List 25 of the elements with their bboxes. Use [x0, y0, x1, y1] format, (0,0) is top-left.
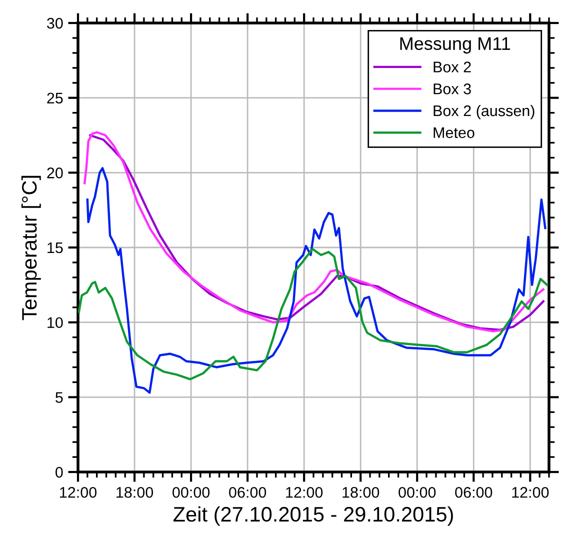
y-tick-label: 0 — [56, 466, 63, 478]
x-tick-label: 06:00 — [229, 486, 266, 498]
y-tick-label: 15 — [48, 242, 63, 254]
legend-label: Box 2 (aussen) — [434, 104, 534, 120]
y-tick-label: 10 — [48, 317, 63, 328]
y-tick-label: 5 — [56, 392, 63, 403]
x-tick-label: 12:00 — [512, 486, 549, 498]
x-tick-label: 00:00 — [172, 486, 210, 498]
y-tick-label: 20 — [47, 168, 63, 178]
legend-label: Box 3 — [434, 84, 471, 94]
y-axis-title: Temperatur [°C] — [21, 176, 41, 320]
legend-label: Meteo — [434, 127, 474, 138]
line-series — [78, 248, 548, 380]
y-tick-label: 30 — [47, 18, 63, 29]
legend-title: Messung M11 — [400, 37, 510, 54]
legend-label: Box 2 — [434, 62, 471, 72]
x-tick-label: 12:00 — [60, 486, 97, 498]
x-tick-label: 12:00 — [286, 486, 323, 498]
x-tick-label: 18:00 — [116, 486, 154, 498]
line-series — [86, 167, 546, 394]
y-tick-label: 25 — [47, 92, 63, 104]
x-tick-label: 18:00 — [342, 486, 380, 498]
x-axis-title: Zeit (27.10.2015 - 29.10.2015) — [173, 506, 453, 526]
x-tick-label: 00:00 — [398, 486, 436, 498]
x-tick-label: 06:00 — [455, 486, 492, 498]
